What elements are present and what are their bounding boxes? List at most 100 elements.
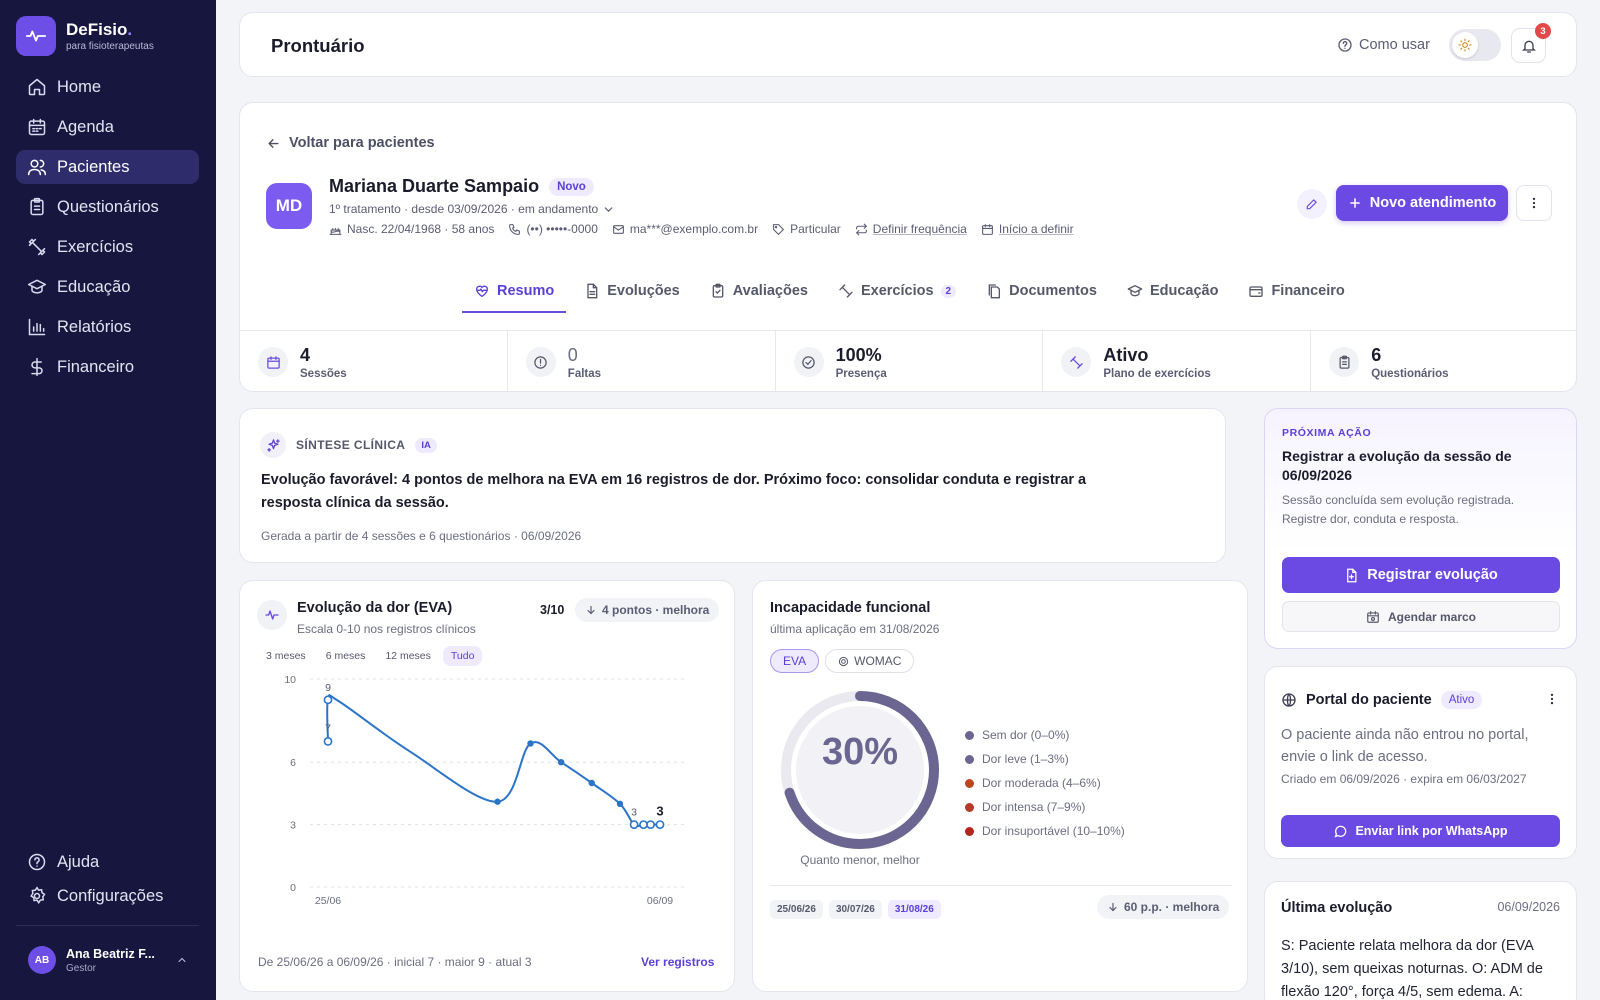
synthesis-header: SÍNTESE CLÍNICA IA [260, 432, 437, 458]
calendar-icon [28, 118, 46, 136]
help-circle-icon [28, 853, 46, 871]
graduation-cap-icon [27, 279, 47, 294]
x-tick-label: 06/09 [647, 895, 673, 907]
range-6-months[interactable]: 6 meses [325, 650, 366, 662]
portal-meta: Criado em 06/09/2026 · expira em 06/03/2… [1281, 772, 1527, 786]
pain-current-score: 3/10 [540, 603, 565, 617]
treatment-selector[interactable]: 1º tratamento · desde 03/09/2026 · em an… [329, 202, 615, 216]
view-records-link[interactable]: Ver registros [641, 955, 715, 969]
range-3-months[interactable]: 3 meses [266, 650, 306, 662]
globe-icon [1282, 693, 1296, 707]
legend-dot [965, 826, 974, 836]
tab-evolucoes[interactable]: Evoluções [572, 273, 692, 313]
schedule-milestone-button[interactable]: Agendar marco [1282, 601, 1560, 632]
dollar-icon [31, 357, 43, 377]
legend-dot [965, 778, 974, 788]
wallet-icon [1249, 286, 1264, 297]
sidebar-item-financeiro[interactable]: Financeiro [16, 350, 199, 384]
disability-legend: Sem dor (0–0%) Dor leve (1–3%) Dor moderad… [965, 723, 1125, 843]
date-chip[interactable]: 30/07/26 [828, 900, 882, 919]
edit-patient-button[interactable] [1297, 189, 1327, 219]
legend-label: Dor intensa (7–9%) [982, 800, 1086, 814]
data-label: 3 [656, 804, 663, 819]
application-dates: 25/06/26 30/07/26 31/08/26 [770, 900, 941, 919]
date-chip[interactable]: 31/08/26 [887, 900, 941, 919]
data-point[interactable] [527, 740, 534, 747]
check-circle-icon [793, 347, 824, 377]
data-point[interactable] [494, 798, 501, 805]
disability-value: 30% [821, 731, 899, 773]
range-all[interactable]: Tudo [442, 646, 483, 666]
chip-womac[interactable]: WOMAC [825, 649, 915, 673]
register-evolution-button[interactable]: Registrar evolução [1282, 557, 1560, 593]
notifications-button[interactable]: 3 [1511, 23, 1551, 63]
sidebar-item-configuracoes[interactable]: Configurações [16, 879, 199, 913]
synthesis-text: Evolução favorável: 4 pontos de melhora … [261, 472, 1087, 511]
sidebar-item-questionarios[interactable]: Questionários [16, 190, 199, 224]
portal-text: O paciente ainda não entrou no portal, e… [1281, 727, 1529, 765]
tab-documentos[interactable]: Documentos [974, 273, 1109, 313]
define-frequency-link[interactable]: Definir frequência [855, 222, 967, 236]
last-evolution-title: Última evolução [1281, 900, 1393, 916]
theme-toggle[interactable] [1449, 29, 1501, 61]
y-tick-label: 0 [290, 882, 296, 894]
more-options-button[interactable] [1516, 185, 1552, 221]
sidebar-item-exercicios[interactable]: Exercícios [16, 230, 199, 264]
data-point[interactable] [323, 695, 333, 705]
data-point[interactable] [616, 800, 624, 808]
define-start-link[interactable]: Início a definir [981, 222, 1074, 236]
patient-birth: Nasc. 22/04/1968 · 58 anos [329, 222, 494, 236]
sparkles-icon [260, 432, 286, 458]
sidebar-item-relatorios[interactable]: Relatórios [16, 310, 199, 344]
sidebar-nav: Home Agenda Pacientes Questionários Exer… [16, 70, 199, 390]
legend-label: Dor leve (1–3%) [982, 752, 1069, 766]
dumbbell-icon [839, 284, 853, 298]
data-point[interactable] [646, 820, 655, 829]
tab-financeiro[interactable]: Financeiro [1236, 273, 1356, 313]
sidebar-item-pacientes[interactable]: Pacientes [16, 150, 199, 184]
sidebar-item-home[interactable]: Home [16, 70, 199, 104]
disability-subtitle: última aplicação em 31/08/2026 [770, 622, 940, 636]
range-12-months[interactable]: 12 meses [385, 650, 431, 662]
y-tick-label: 10 [284, 674, 296, 686]
page-title: Prontuário [271, 35, 365, 56]
gear-icon [30, 886, 46, 905]
legend-dot [965, 754, 974, 764]
message-circle-icon [1334, 825, 1347, 838]
date-chip[interactable]: 25/06/26 [770, 900, 823, 919]
data-point[interactable] [639, 820, 648, 829]
back-to-patients-link[interactable]: Voltar para pacientes [266, 135, 435, 151]
files-icon [988, 284, 1001, 299]
new-appointment-button[interactable]: Novo atendimento [1336, 185, 1508, 221]
sidebar-item-agenda[interactable]: Agenda [16, 110, 199, 144]
chip-eva[interactable]: EVA [770, 649, 820, 673]
tab-exercicios[interactable]: Exercícios 2 [826, 273, 968, 313]
sidebar-item-ajuda[interactable]: Ajuda [16, 845, 199, 879]
activity-icon [257, 600, 287, 630]
stat-attendance: 100% Presença [776, 331, 1044, 391]
more-vertical-icon [1550, 693, 1554, 705]
tab-avaliacoes[interactable]: Avaliações [698, 273, 820, 313]
data-point[interactable] [655, 820, 665, 829]
tab-resumo[interactable]: Resumo [462, 273, 567, 313]
portal-more-button[interactable] [1545, 691, 1559, 707]
donut-value-arc [781, 691, 939, 849]
legend-label: Dor insuportável (10–10%) [982, 824, 1125, 838]
data-point[interactable] [557, 758, 565, 766]
data-point[interactable] [629, 820, 639, 829]
brand[interactable]: DeFisio. para fisioterapeutas [16, 16, 154, 56]
pain-series-line [326, 694, 660, 828]
patient-phone: (••) •••••-0000 [508, 222, 598, 236]
next-action-card: PRÓXIMA AÇÃO Registrar a evolução da ses… [1264, 408, 1577, 649]
how-to-button[interactable]: Como usar [1337, 37, 1430, 53]
tab-educacao[interactable]: Educação [1115, 273, 1231, 313]
sidebar-item-educacao[interactable]: Educação [16, 270, 199, 304]
patient-meta: Nasc. 22/04/1968 · 58 anos (••) •••••-00… [329, 222, 1074, 236]
stat-absences: 0 Faltas [508, 331, 776, 391]
legend-item: Dor insuportável (10–10%) [965, 819, 1125, 843]
data-point[interactable] [588, 779, 595, 787]
data-point[interactable] [323, 737, 333, 746]
user-menu[interactable]: AB Ana Beatriz F... Gestor [28, 946, 188, 974]
next-action-description: Sessão concluída sem evolução registrada… [1282, 493, 1515, 526]
send-whatsapp-link-button[interactable]: Enviar link por WhatsApp [1281, 815, 1560, 847]
